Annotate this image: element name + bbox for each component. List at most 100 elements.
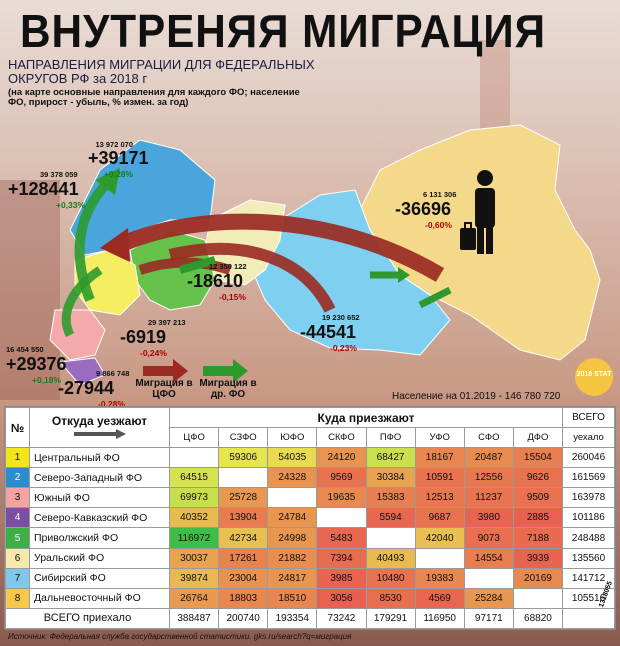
table-header-row: № Откуда уезжают Куда приезжают ВСЕГО bbox=[5, 406, 615, 449]
table-cell: 12513 bbox=[414, 487, 465, 509]
table-cell: 15504 bbox=[512, 447, 564, 469]
label-yufo: 16 454 550 +29376 +0,18% bbox=[6, 345, 67, 385]
table-cell: 21882 bbox=[267, 547, 318, 569]
table-cell: 40493 bbox=[365, 547, 416, 569]
row-name: Южный ФО bbox=[29, 487, 170, 509]
column-total: 179291 bbox=[365, 607, 416, 630]
table-cell: 24784 bbox=[267, 507, 318, 529]
column-total: 73242 bbox=[316, 607, 367, 630]
row-total: 101186 bbox=[562, 507, 615, 529]
label-cfo: 39 378 059 +128441 +0,33% bbox=[8, 170, 86, 210]
traveler-icon bbox=[460, 170, 495, 254]
table-cell: 42734 bbox=[218, 527, 269, 549]
column-header: СФО bbox=[463, 427, 514, 449]
table-cell: 14554 bbox=[463, 547, 514, 569]
column-header: ДФО bbox=[512, 427, 564, 449]
table-cell: 40352 bbox=[168, 507, 220, 529]
row-name: Дальневосточный ФО bbox=[29, 587, 170, 609]
label-ufo: 12 350 122 -18610 -0,15% bbox=[187, 262, 247, 302]
table-cell: 19383 bbox=[414, 567, 465, 589]
table-row: 7 Сибирский ФО 39874 23004 24817 3985 10480 193… bbox=[5, 567, 615, 589]
table-cell bbox=[512, 587, 564, 609]
column-total: 116950 bbox=[414, 607, 465, 630]
column-total: 68820 bbox=[512, 607, 564, 630]
from-header: Откуда уезжают bbox=[29, 406, 170, 449]
legend-red-arrow bbox=[143, 359, 188, 383]
arrow-dfo-to-cfo bbox=[116, 213, 445, 282]
table-cell: 10591 bbox=[414, 467, 465, 489]
table-cell: 3980 bbox=[463, 507, 514, 529]
table-cell: 13904 bbox=[218, 507, 269, 529]
column-total: 200740 bbox=[218, 607, 269, 630]
table-cell bbox=[218, 467, 269, 489]
population-note: Население на 01.2019 - 146 780 720 bbox=[392, 391, 561, 402]
table-row: 6 Уральский ФО 30037 17261 21882 7394 40493 145… bbox=[5, 547, 615, 569]
table-cell: 8530 bbox=[365, 587, 416, 609]
table-row: 8 Дальневосточный ФО 26764 18803 18510 3056 85… bbox=[5, 587, 615, 609]
table-cell: 3985 bbox=[316, 567, 367, 589]
region-skfo bbox=[58, 357, 106, 386]
table-cell: 9626 bbox=[512, 467, 564, 489]
label-dfo: 6 131 306 -36696 -0,60% bbox=[395, 190, 457, 230]
column-header: СЗФО bbox=[218, 427, 269, 449]
table-cell bbox=[316, 507, 367, 529]
table-cell bbox=[168, 447, 220, 469]
table-cell: 5483 bbox=[316, 527, 367, 549]
column-header: ЦФО bbox=[168, 427, 220, 449]
table-cell: 9569 bbox=[316, 467, 367, 489]
table-cell: 4569 bbox=[414, 587, 465, 609]
table-cell: 24328 bbox=[267, 467, 318, 489]
column-total: 193354 bbox=[267, 607, 318, 630]
table-cell: 18167 bbox=[414, 447, 465, 469]
row-total: 248488 bbox=[562, 527, 615, 549]
table-cell: 3056 bbox=[316, 587, 367, 609]
table-cell: 39874 bbox=[168, 567, 220, 589]
page-title: ВНУТРЕНЯЯ МИГРАЦИЯ bbox=[20, 5, 546, 57]
table-cell bbox=[365, 527, 416, 549]
table-cell: 7394 bbox=[316, 547, 367, 569]
source-note: Источник: Федеральная служба государстве… bbox=[8, 632, 352, 641]
row-total: 260046 bbox=[562, 447, 615, 469]
page-subtitle: НАПРАВЛЕНИЯ МИГРАЦИИ ДЛЯ ФЕДЕРАЛЬНЫХ ОКР… bbox=[8, 57, 315, 86]
table-cell: 116972 bbox=[168, 527, 220, 549]
table-cell: 23004 bbox=[218, 567, 269, 589]
table-cell: 26764 bbox=[168, 587, 220, 609]
arrow-sfo-to-cfo bbox=[168, 242, 336, 313]
row-name: Приволжский ФО bbox=[29, 527, 170, 549]
arrow-cfo-to-yufo bbox=[61, 266, 103, 338]
table-row: 1 Центральный ФО 59306 54035 24120 68427 18167… bbox=[5, 447, 615, 469]
row-name: Северо-Кавказский ФО bbox=[29, 507, 170, 529]
table-row: 4 Северо-Кавказский ФО 40352 13904 24784 5594… bbox=[5, 507, 615, 529]
label-szfo: 13 972 070 +39171 +0,28% bbox=[88, 140, 149, 179]
table-cell: 17261 bbox=[218, 547, 269, 569]
row-name: Уральский ФО bbox=[29, 547, 170, 569]
legend-to-other: Миграция в др. ФО bbox=[199, 378, 257, 400]
arrow-szfo-head bbox=[95, 168, 120, 195]
column-total: 388487 bbox=[168, 607, 220, 630]
table-cell: 3939 bbox=[512, 547, 564, 569]
table-cell: 25728 bbox=[218, 487, 269, 509]
table-cell: 18803 bbox=[218, 587, 269, 609]
table-columns-row: ЦФО СЗФО ЮФО СКФО ПФО УФО СФО ДФО уехало bbox=[6, 427, 615, 449]
table-cell: 24120 bbox=[316, 447, 367, 469]
total-header-2: уехало bbox=[562, 427, 615, 449]
table-cell: 30384 bbox=[365, 467, 416, 489]
table-row: 5 Приволжский ФО 116972 42734 24998 5483 42040… bbox=[5, 527, 615, 549]
row-number: 2 bbox=[5, 467, 30, 489]
table-cell: 9687 bbox=[414, 507, 465, 529]
row-number: 7 bbox=[5, 567, 30, 589]
label-pfo: 29 397 213 -6919 -0,24% bbox=[120, 318, 186, 358]
table-cell: 25284 bbox=[463, 587, 514, 609]
total-header: ВСЕГО bbox=[562, 406, 615, 429]
table-cell: 42040 bbox=[414, 527, 465, 549]
row-number: 1 bbox=[5, 447, 30, 469]
row-number: 3 bbox=[5, 487, 30, 509]
table-cell: 9509 bbox=[512, 487, 564, 509]
column-header: ПФО bbox=[365, 427, 416, 449]
column-header: УФО bbox=[414, 427, 465, 449]
row-number: 8 bbox=[5, 587, 30, 609]
to-header: Куда приезжают bbox=[169, 406, 563, 429]
table-cell bbox=[463, 567, 514, 589]
table-cell: 20487 bbox=[463, 447, 514, 469]
column-header: ЮФО bbox=[267, 427, 318, 449]
